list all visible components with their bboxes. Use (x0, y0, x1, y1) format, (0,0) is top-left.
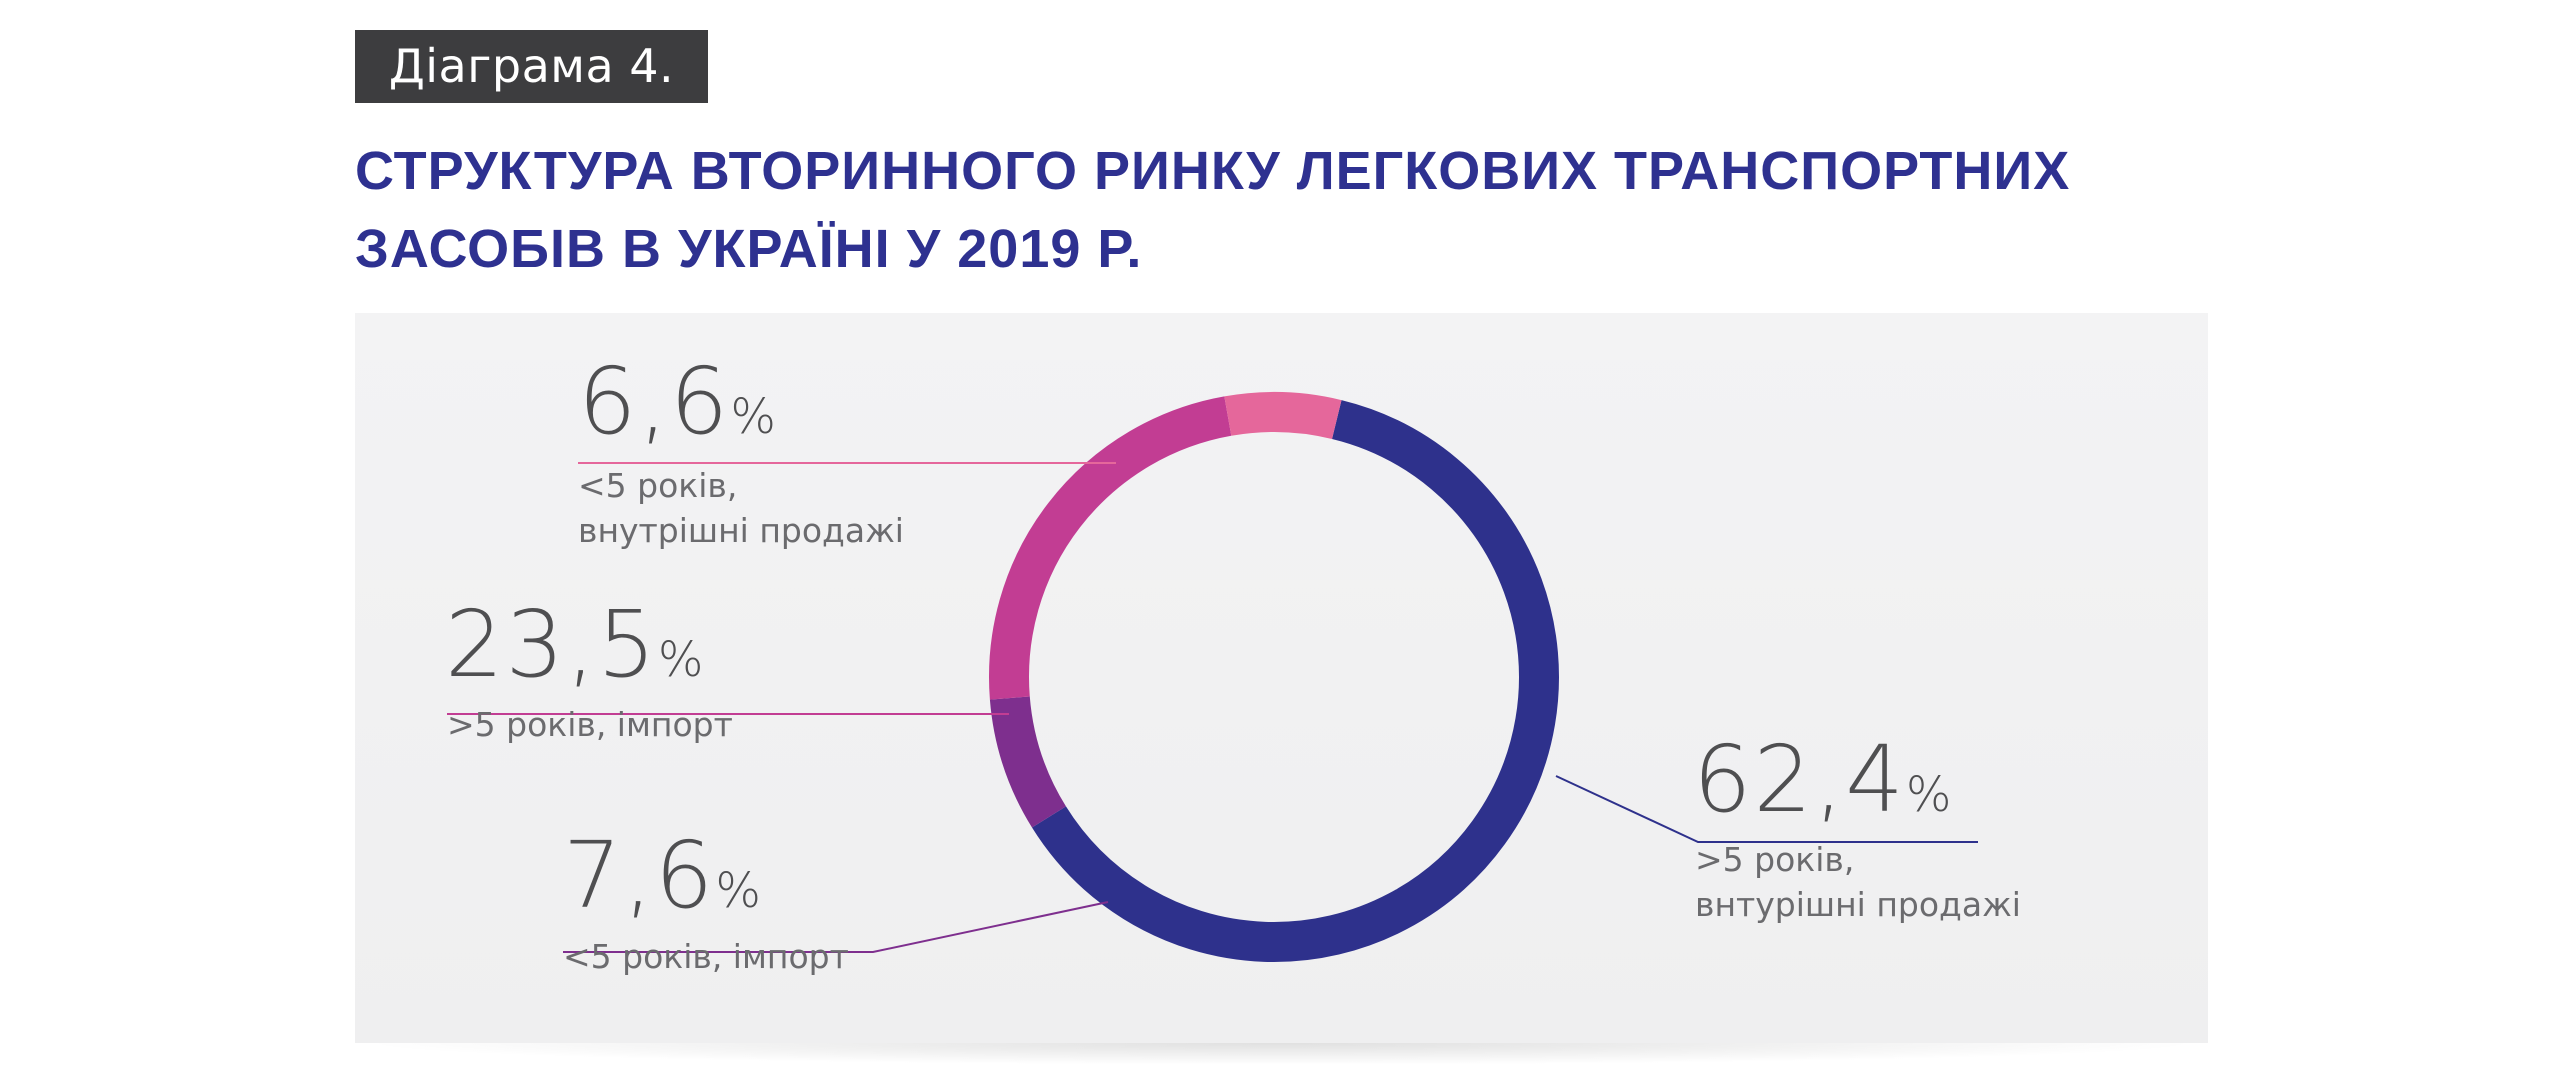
slice-value-label: 23,5% (445, 591, 703, 698)
slice-value-label: 6,6% (578, 348, 776, 455)
donut-slice (1224, 392, 1342, 440)
slice-value-unit: % (657, 632, 704, 688)
slice-description-line: <5 років, (578, 466, 738, 505)
slice-leader-line (563, 901, 1109, 953)
slice-description-line: внутрішні продажі (578, 511, 904, 550)
slice-value-number: 7,6 (563, 822, 716, 929)
chart-title: СТРУКТУРА ВТОРИННОГО РИНКУ ЛЕГКОВИХ ТРАН… (355, 132, 2255, 288)
donut-slice (989, 696, 1067, 828)
slice-description: >5 років, внтурішні продажі (1695, 837, 2021, 927)
slice-description-line: <5 років, імпорт (563, 937, 849, 976)
chart-title-line-1: СТРУКТУРА ВТОРИННОГО РИНКУ ЛЕГКОВИХ ТРАН… (355, 141, 2071, 201)
slice-value-unit: % (1905, 767, 1952, 823)
slice-description: <5 років, імпорт (563, 934, 849, 979)
slice-value-number: 23,5 (445, 591, 658, 698)
chart-panel (355, 313, 2208, 1043)
slice-value-label: 62,4% (1693, 726, 1951, 833)
chart-panel-shadow (355, 1043, 2208, 1065)
slice-description: <5 років, внутрішні продажі (578, 463, 904, 553)
slice-description-line: внтурішні продажі (1695, 885, 2021, 924)
slice-leader-line (1555, 775, 1978, 843)
slice-value-number: 6,6 (578, 348, 731, 455)
chart-number-badge: Діаграма 4. (355, 30, 708, 103)
chart-title-line-2: ЗАСОБІВ В УКРАЇНІ У 2019 Р. (355, 219, 1143, 279)
slice-description-line: >5 років, імпорт (447, 705, 733, 744)
slice-description: >5 років, імпорт (447, 702, 733, 747)
donut-slice (989, 396, 1232, 700)
slice-value-unit: % (715, 863, 761, 919)
slice-value-label: 7,6% (563, 822, 761, 929)
slice-description-line: >5 років, (1695, 840, 1855, 879)
donut-slice (1032, 400, 1559, 962)
slice-value-unit: % (730, 389, 776, 445)
slice-value-number: 62,4 (1693, 726, 1906, 833)
